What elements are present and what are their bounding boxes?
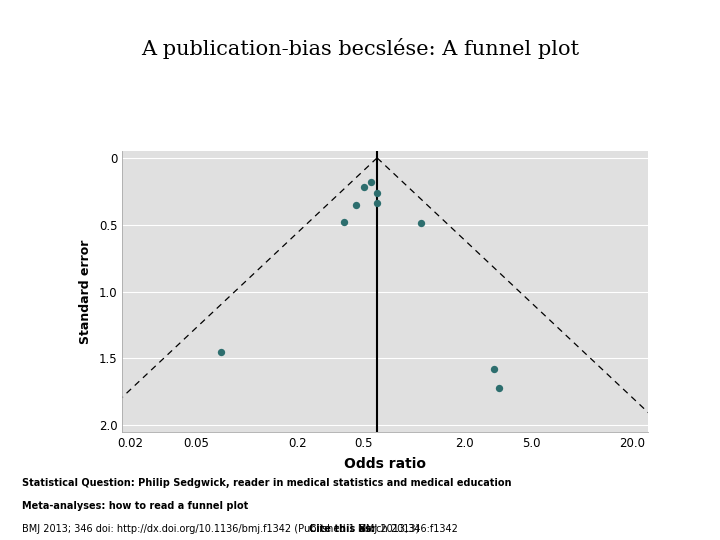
Point [372, 188, 383, 197]
Point [358, 183, 369, 192]
Y-axis label: Standard error: Standard error [79, 239, 92, 344]
Text: Statistical Question: Philip Sedgwick, reader in medical statistics and medical : Statistical Question: Philip Sedgwick, r… [22, 478, 511, 488]
Point [215, 347, 227, 356]
Text: Cite this as:: Cite this as: [309, 524, 375, 534]
Point [372, 199, 383, 208]
Point [351, 200, 362, 209]
Text: BMJ 2013; 346 doi: http://dx.doi.org/10.1136/bmj.f1342 (Published 1 March 2013): BMJ 2013; 346 doi: http://dx.doi.org/10.… [22, 524, 419, 534]
Point [365, 178, 377, 186]
Point [493, 383, 505, 392]
Text: A publication-bias becslése: A funnel plot: A publication-bias becslése: A funnel pl… [141, 38, 579, 59]
Point [488, 365, 500, 374]
Point [415, 219, 427, 228]
X-axis label: Odds ratio: Odds ratio [344, 457, 426, 471]
Text: BMJ 2013;346:f1342: BMJ 2013;346:f1342 [356, 524, 459, 534]
Text: Meta-analyses: how to read a funnel plot: Meta-analyses: how to read a funnel plot [22, 501, 248, 511]
Point [338, 218, 350, 226]
